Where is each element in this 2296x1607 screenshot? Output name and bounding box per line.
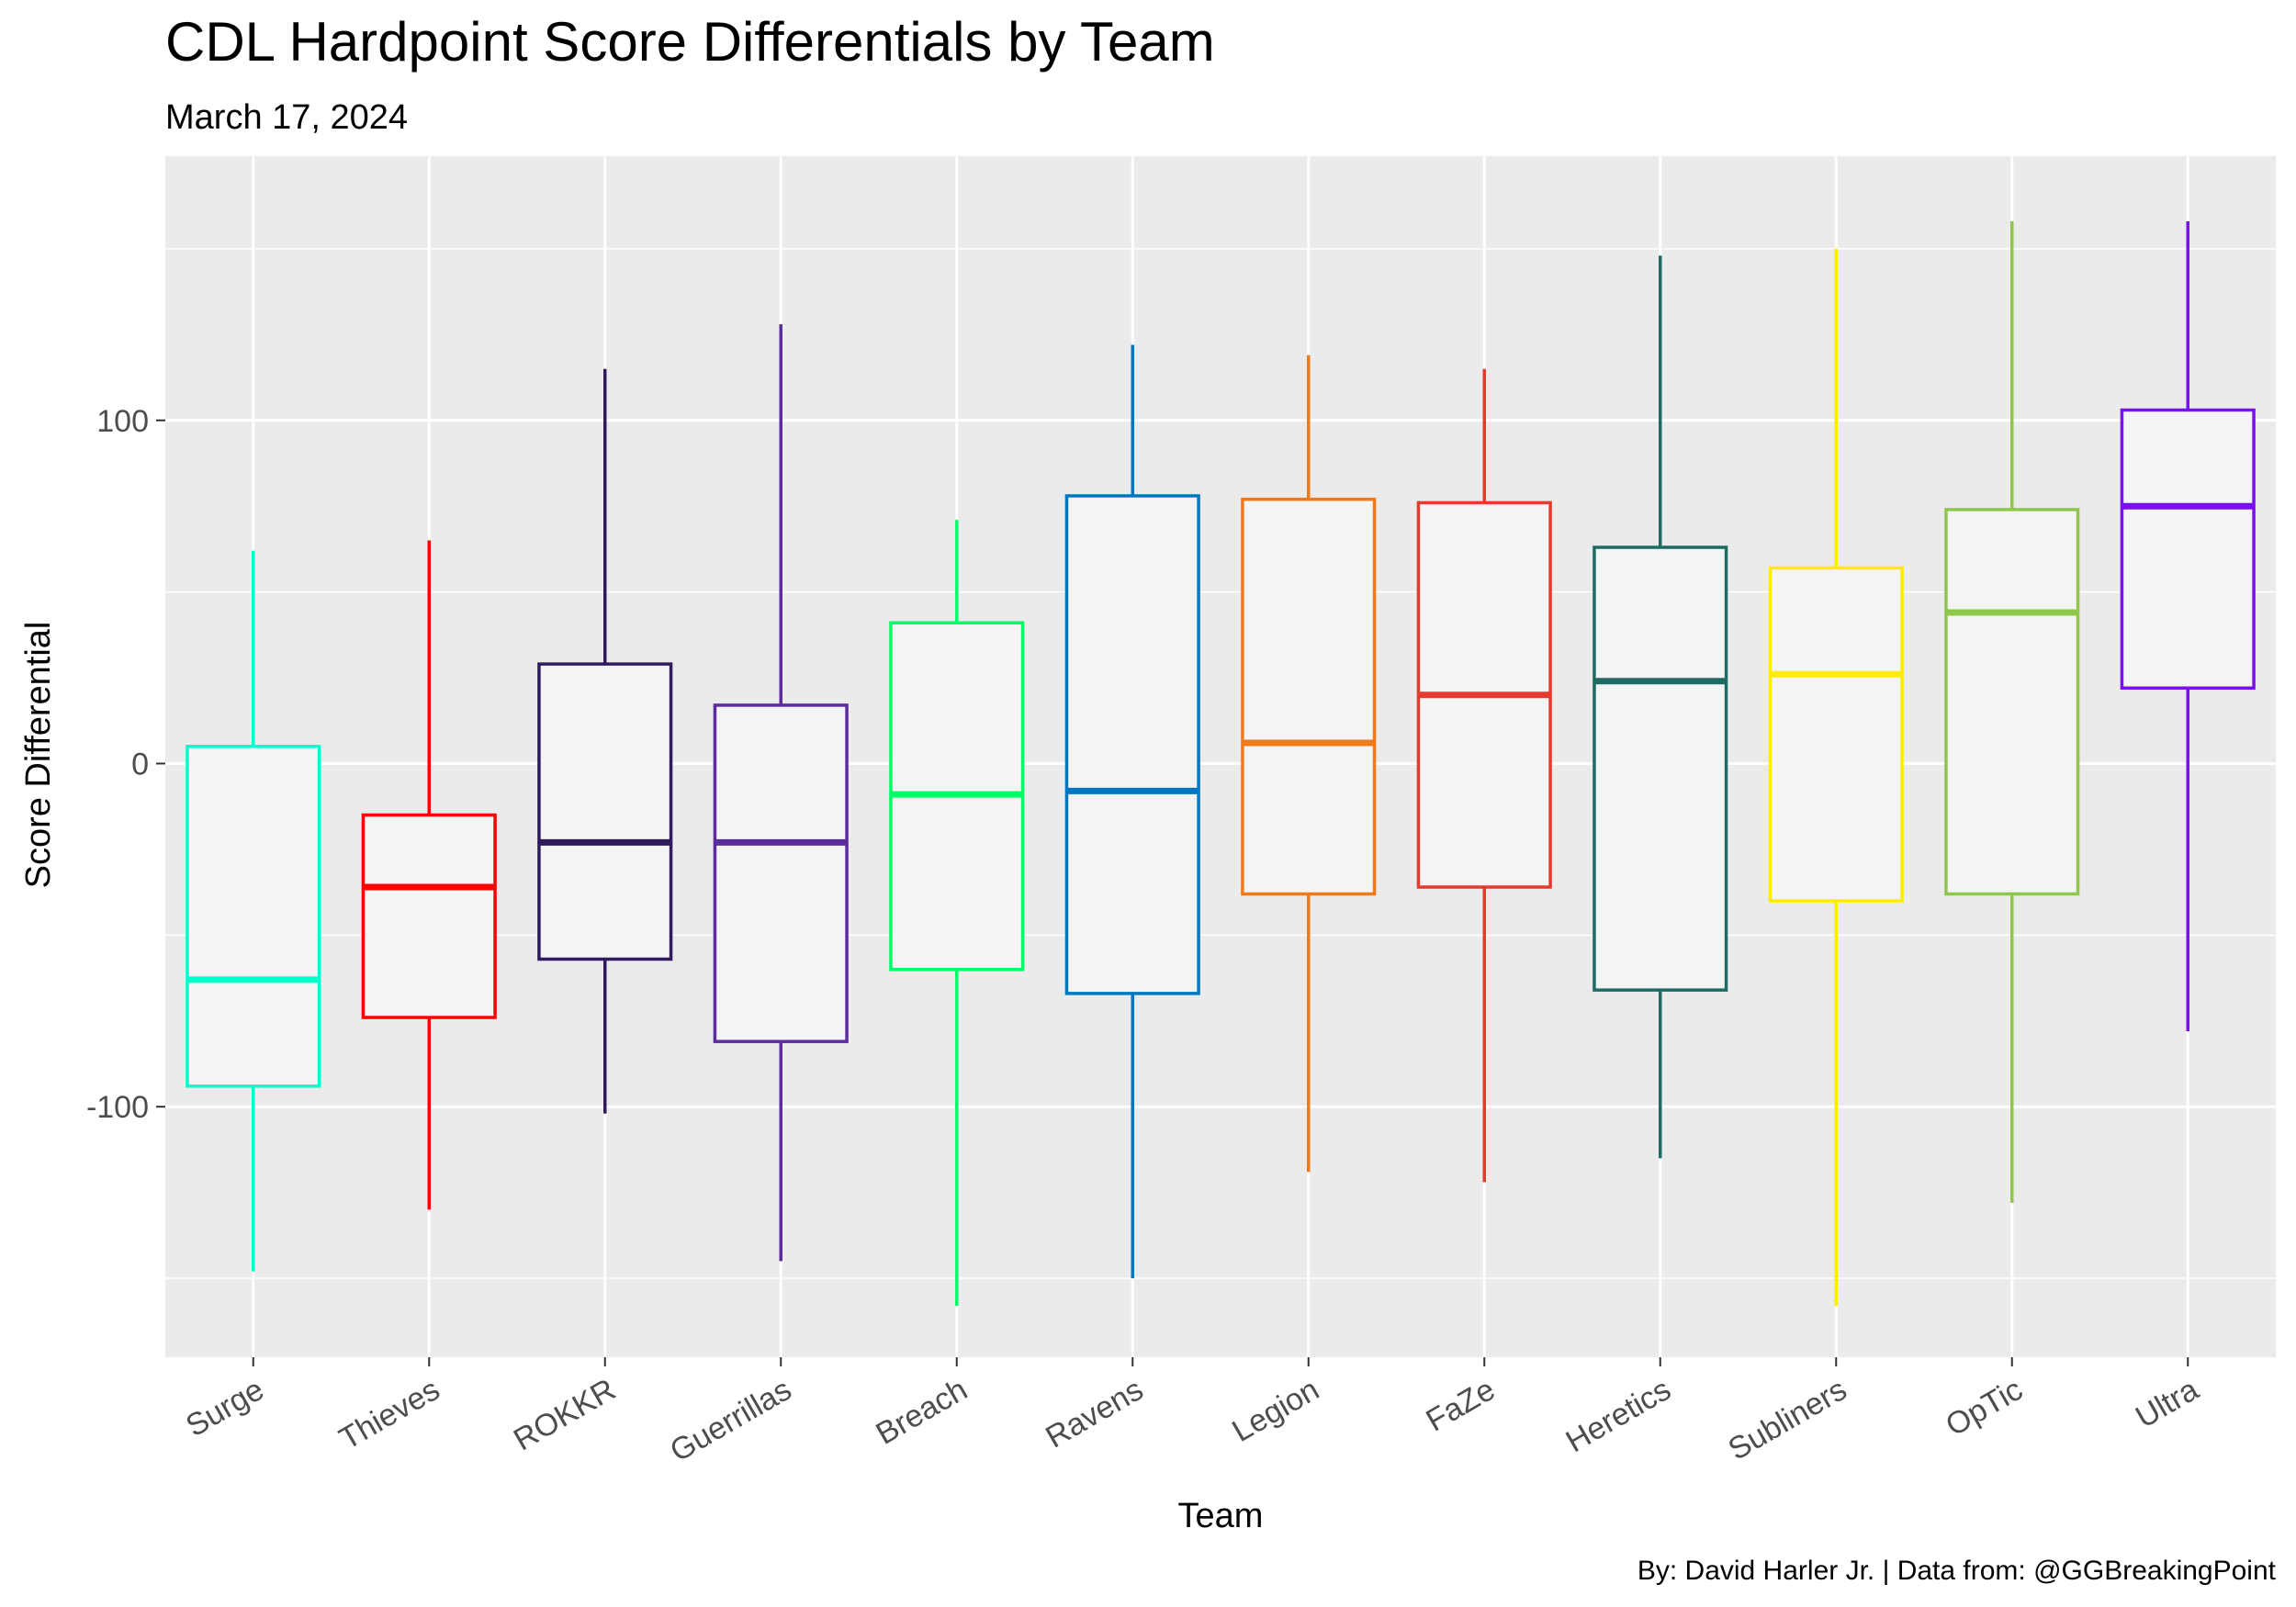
x-tick-label: Surge (180, 1372, 270, 1444)
x-tick-label: FaZe (1421, 1372, 1502, 1439)
box (1944, 508, 2080, 896)
box (537, 662, 673, 961)
y-tick-label: 100 (96, 404, 149, 439)
x-tick-label: Breach (870, 1372, 973, 1452)
y-tick-label: 0 (131, 747, 149, 781)
x-tick-label: Guerrillas (664, 1372, 797, 1469)
chart-subtitle: March 17, 2024 (165, 98, 408, 137)
box (361, 813, 497, 1019)
box (1593, 545, 1728, 992)
box (2120, 408, 2256, 691)
x-tick-label: Thieves (333, 1372, 445, 1456)
box (713, 703, 849, 1043)
panel-background (165, 156, 2276, 1357)
x-axis-title: Team (1178, 1497, 1264, 1535)
x-tick-label: Subliners (1722, 1372, 1852, 1467)
x-tick-label: OpTic (1940, 1372, 2028, 1444)
chart-title: CDL Hardpoint Score Differentials by Tea… (165, 11, 1215, 73)
box (1064, 494, 1200, 995)
y-tick-label: -100 (86, 1090, 149, 1125)
plot-area: -100 0 100 Surge Thieves ROKKR Guerrillas Breac… (86, 156, 2276, 1469)
chart-caption: By: David Harler Jr. | Data from: @GGBre… (1638, 1556, 2277, 1586)
box (186, 745, 321, 1088)
x-tick-label: ROKKR (508, 1372, 622, 1457)
x-tick-label: Heretics (1560, 1372, 1677, 1459)
box (1768, 566, 1904, 903)
x-tick-label: Legion (1226, 1372, 1324, 1449)
y-axis-title: Score Differential (19, 622, 58, 889)
x-tick-label: Ravens (1040, 1372, 1149, 1455)
x-tick-label: Ultra (2130, 1372, 2204, 1435)
box (1241, 497, 1377, 896)
